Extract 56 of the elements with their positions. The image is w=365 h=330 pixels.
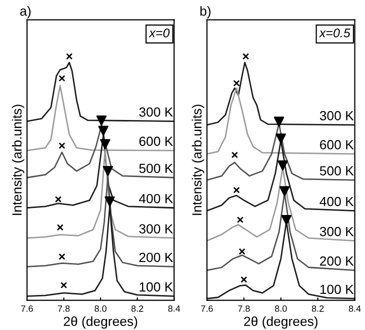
- point: [279, 186, 290, 196]
- x-axis-title: 2θ (degrees): [64, 316, 138, 329]
- point: [231, 152, 238, 158]
- series-label: 300 K: [139, 107, 174, 117]
- point: [276, 134, 286, 144]
- series-label: 500 K: [139, 164, 174, 174]
- series-label: 300 K: [320, 226, 354, 236]
- point: [58, 142, 66, 149]
- text: x=0: [148, 28, 170, 38]
- series-label: 200 K: [139, 252, 174, 262]
- y-axis-title: Intensity (arb.units): [192, 104, 204, 215]
- point: [240, 276, 248, 283]
- point: [274, 116, 284, 127]
- series-label: 300 K: [139, 224, 174, 234]
- point: [233, 186, 240, 194]
- point: [58, 75, 66, 82]
- x-tick-label: 8.0: [94, 305, 106, 312]
- series-label: 400 K: [139, 194, 174, 204]
- chart-title: b): [200, 6, 210, 18]
- x-tick-label: 8.4: [168, 305, 180, 312]
- point: [281, 214, 292, 226]
- series-label: 400 K: [320, 196, 354, 206]
- x-tick-label: 7.6: [21, 305, 33, 312]
- series-label: 600 K: [139, 136, 174, 146]
- point: [238, 248, 246, 255]
- point: [233, 80, 240, 87]
- point: [236, 216, 244, 224]
- x-tick-label: 8.0: [274, 305, 287, 312]
- y-axis-title: Intensity (arb.units): [12, 104, 24, 215]
- point: [54, 196, 62, 203]
- point: [96, 115, 107, 126]
- x-tick-label: 7.6: [201, 305, 213, 312]
- x-tick-label: 8.2: [131, 305, 144, 312]
- series-label: 300 K: [320, 111, 354, 120]
- series-label: 100 K: [140, 282, 174, 292]
- x-tick-label: 8.4: [348, 305, 361, 312]
- point: [98, 126, 108, 136]
- point: [242, 53, 250, 60]
- point: [66, 53, 73, 60]
- series-label: 200 K: [320, 256, 354, 266]
- point: [104, 196, 115, 207]
- x-tick-label: 7.8: [238, 305, 250, 312]
- text: x=0.5: [318, 28, 350, 38]
- point: [100, 139, 110, 150]
- series-label: 600 K: [320, 140, 354, 150]
- x-tick-label: 8.2: [312, 305, 324, 312]
- point: [56, 224, 64, 231]
- x-axis-title: 2θ (degrees): [244, 316, 318, 329]
- point: [60, 282, 68, 288]
- point: [278, 160, 288, 171]
- chart-title: a): [20, 6, 31, 18]
- series-label: 100 K: [320, 284, 354, 294]
- point: [58, 253, 66, 260]
- point: [102, 166, 113, 176]
- x-tick-label: 7.8: [58, 305, 70, 312]
- series-label: 500 K: [320, 166, 354, 176]
